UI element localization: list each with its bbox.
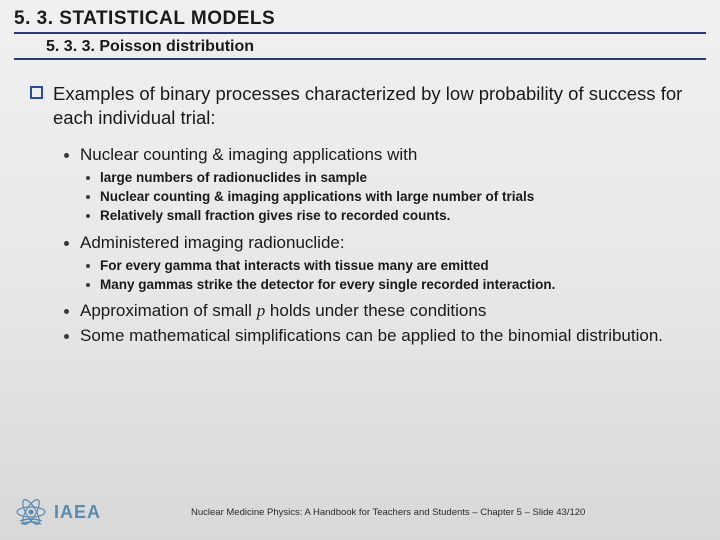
italic-variable: p [257,301,266,320]
list-item: For every gamma that interacts with tiss… [86,257,690,275]
list-item: Relatively small fraction gives rise to … [86,207,690,225]
dot-icon [64,334,69,339]
divider-top [14,32,706,34]
logo-text: IAEA [54,502,101,523]
level2-list: large numbers of radionuclides in sample… [64,169,690,226]
dot-icon [86,195,90,199]
level1-list: Nuclear counting & imaging applications … [30,144,690,348]
text-post: holds under these conditions [265,301,486,320]
dot-icon [86,264,90,268]
dot-icon [64,153,69,158]
subsection-title: 5. 3. 3. Poisson distribution [14,38,706,56]
item-text: Approximation of small p holds under the… [80,300,486,323]
dot-icon [64,241,69,246]
dot-icon [86,214,90,218]
divider-bottom [14,58,706,60]
footer-citation: Nuclear Medicine Physics: A Handbook for… [191,507,585,518]
level2-list: For every gamma that interacts with tiss… [64,257,690,294]
section-number: 5. 3. [14,8,53,29]
item-text: Many gammas strike the detector for ever… [100,276,555,294]
section-title: 5. 3. STATISTICAL MODELS [14,8,706,30]
item-text: Some mathematical simplifications can be… [80,325,663,348]
list-item: Many gammas strike the detector for ever… [86,276,690,294]
list-item: large numbers of radionuclides in sample [86,169,690,187]
list-item: Nuclear counting & imaging applications … [64,144,690,167]
list-item: Approximation of small p holds under the… [64,300,690,323]
content-area: Examples of binary processes characteriz… [0,64,720,348]
list-item: Administered imaging radionuclide: [64,232,690,255]
main-bullet: Examples of binary processes characteriz… [30,82,690,130]
square-bullet-icon [30,86,43,99]
item-text: For every gamma that interacts with tiss… [100,257,489,275]
dot-icon [86,283,90,287]
item-text: Administered imaging radionuclide: [80,232,345,255]
footer: IAEA Nuclear Medicine Physics: A Handboo… [0,484,720,540]
main-bullet-text: Examples of binary processes characteriz… [53,82,690,130]
item-text: large numbers of radionuclides in sample [100,169,367,187]
item-text: Nuclear counting & imaging applications … [80,144,417,167]
list-item: Some mathematical simplifications can be… [64,325,690,348]
dot-icon [64,309,69,314]
atom-icon [14,495,48,529]
iaea-logo: IAEA [14,495,101,529]
list-item: Nuclear counting & imaging applications … [86,188,690,206]
section-title-text: STATISTICAL MODELS [59,8,275,29]
dot-icon [86,176,90,180]
item-text: Relatively small fraction gives rise to … [100,207,450,225]
item-text: Nuclear counting & imaging applications … [100,188,534,206]
text-pre: Approximation of small [80,301,257,320]
